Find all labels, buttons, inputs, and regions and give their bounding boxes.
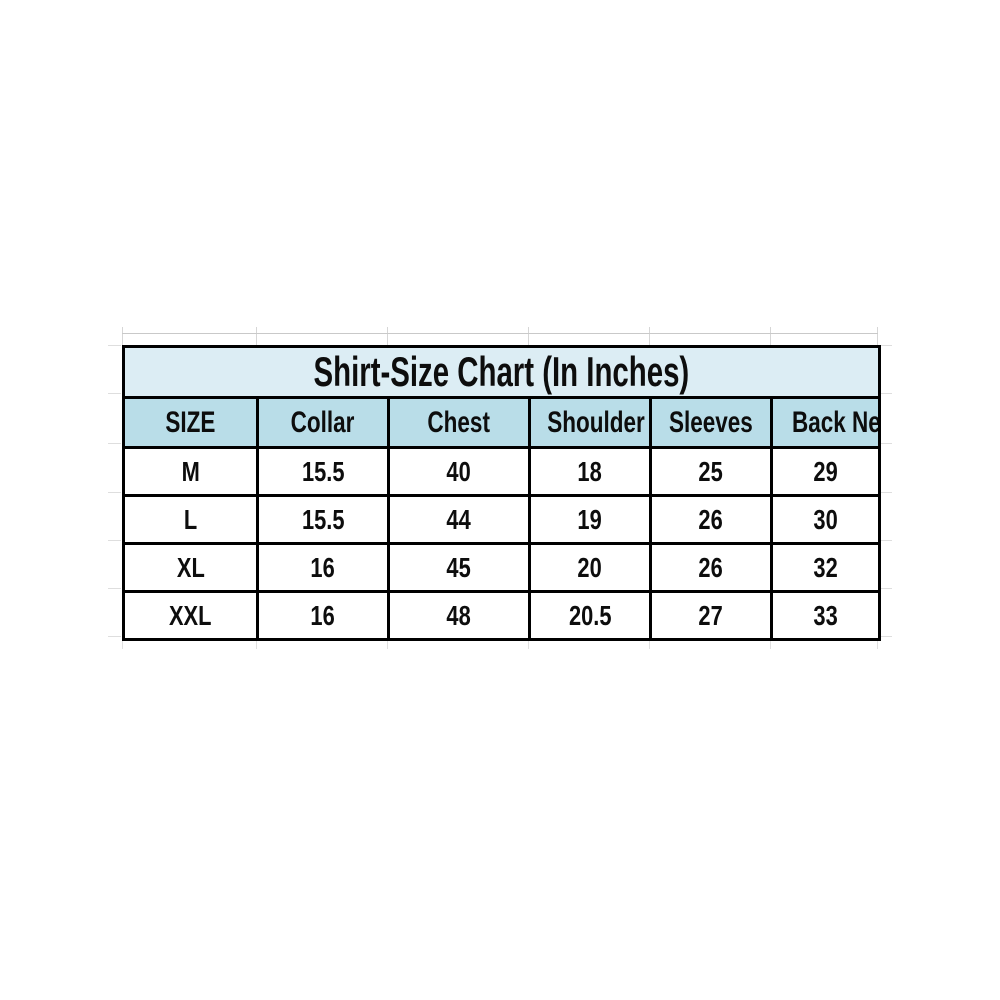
spreadsheet-gridlines-right bbox=[879, 345, 892, 637]
column-header-sleeves: Sleeves bbox=[649, 396, 773, 449]
measurement-value: 15.5 bbox=[256, 494, 390, 545]
table-row-m: M 15.5 40 18 25 29 bbox=[122, 446, 882, 497]
column-header-shoulder: Shoulder bbox=[528, 396, 652, 449]
measurement-value: 16 bbox=[256, 590, 390, 641]
size-label: XL bbox=[122, 542, 259, 593]
measurement-value: 48 bbox=[387, 590, 531, 641]
measurement-value: 26 bbox=[649, 494, 773, 545]
measurement-value: 19 bbox=[528, 494, 652, 545]
size-label: L bbox=[122, 494, 259, 545]
measurement-value: 40 bbox=[387, 446, 531, 497]
header-row: SIZE Collar Chest Shoulder Sleeves Back … bbox=[122, 396, 882, 449]
column-header-back-neck: Back Neck bbox=[769, 396, 882, 449]
measurement-value: 20 bbox=[528, 542, 652, 593]
measurement-value: 15.5 bbox=[256, 446, 390, 497]
shirt-size-chart-table: Shirt-Size Chart (In Inches) SIZE Collar… bbox=[121, 345, 882, 641]
measurement-value: 32 bbox=[769, 542, 882, 593]
measurement-value: 26 bbox=[649, 542, 773, 593]
table-title-text: Shirt-Size Chart (In Inches) bbox=[313, 348, 690, 395]
column-header-chest: Chest bbox=[387, 396, 531, 449]
measurement-value: 27 bbox=[649, 590, 773, 641]
table-title: Shirt-Size Chart (In Inches) bbox=[121, 345, 882, 399]
table-row-xl: XL 16 45 20 26 32 bbox=[122, 542, 882, 593]
table-row-l: L 15.5 44 19 26 30 bbox=[122, 494, 882, 545]
measurement-value: 29 bbox=[769, 446, 882, 497]
measurement-value: 45 bbox=[387, 542, 531, 593]
measurement-value: 25 bbox=[649, 446, 773, 497]
size-label: M bbox=[122, 446, 259, 497]
spreadsheet-gridlines-bottom bbox=[122, 637, 878, 649]
column-header-collar: Collar bbox=[256, 396, 390, 449]
measurement-value: 16 bbox=[256, 542, 390, 593]
measurement-value: 33 bbox=[769, 590, 882, 641]
measurement-value: 30 bbox=[769, 494, 882, 545]
size-label: XXL bbox=[122, 590, 259, 641]
measurement-value: 18 bbox=[528, 446, 652, 497]
measurement-value: 20.5 bbox=[528, 590, 652, 641]
spreadsheet-gridlines-left bbox=[108, 345, 121, 637]
column-header-size: SIZE bbox=[122, 396, 259, 449]
table-row-xxl: XXL 16 48 20.5 27 33 bbox=[122, 590, 882, 641]
spreadsheet-gridlines-top bbox=[122, 327, 878, 345]
measurement-value: 44 bbox=[387, 494, 531, 545]
